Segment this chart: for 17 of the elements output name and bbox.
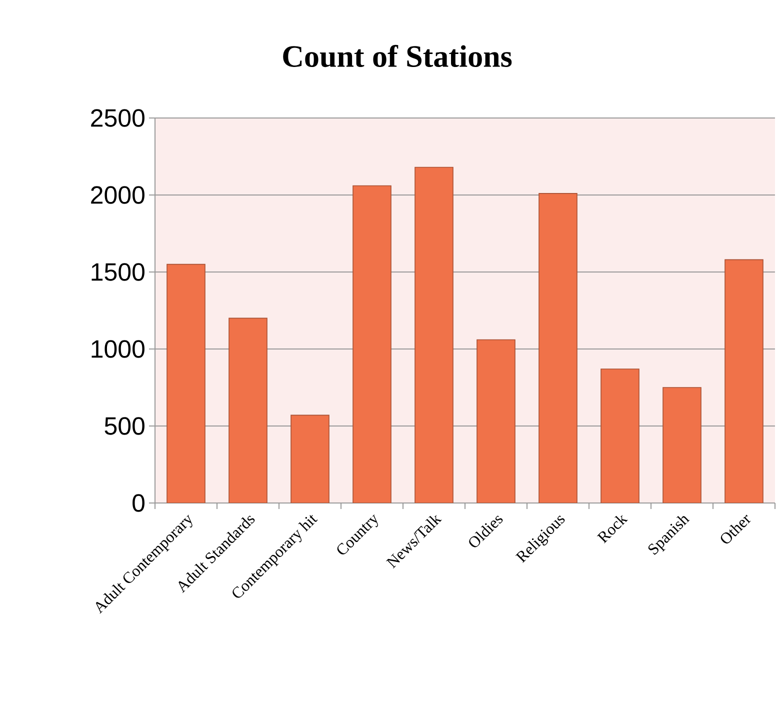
bar bbox=[663, 387, 701, 503]
y-tick-label: 500 bbox=[104, 417, 144, 435]
chart-title: Count of Stations bbox=[283, 44, 512, 68]
bar bbox=[538, 193, 577, 503]
y-tick-label: 2000 bbox=[91, 186, 144, 204]
bar bbox=[476, 340, 515, 503]
bar bbox=[229, 318, 267, 503]
bar bbox=[724, 259, 764, 503]
y-tick-label: 1500 bbox=[92, 263, 144, 281]
bar bbox=[353, 186, 391, 503]
y-tick-label: 0 bbox=[132, 494, 144, 512]
bar bbox=[415, 167, 453, 503]
y-tick-label: 2500 bbox=[91, 109, 144, 127]
bar bbox=[601, 369, 639, 503]
bar bbox=[291, 415, 329, 503]
bar bbox=[167, 264, 205, 503]
y-tick-label: 1000 bbox=[92, 340, 144, 358]
